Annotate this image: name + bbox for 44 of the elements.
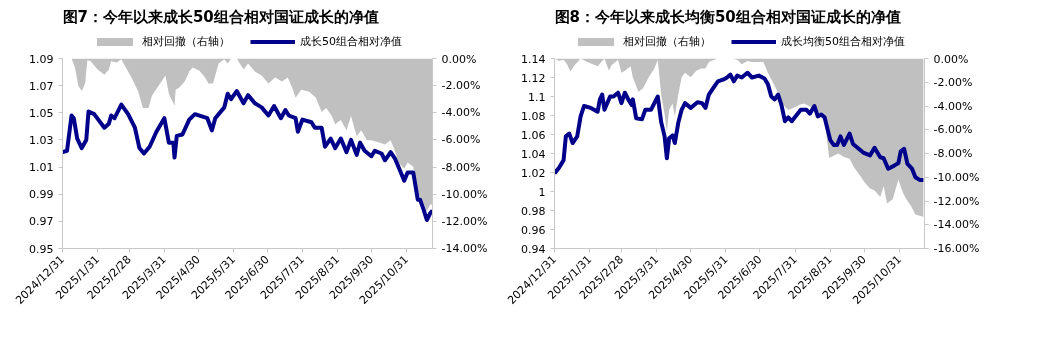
legend-label: 相对回撤（右轴）: [142, 33, 230, 49]
y-tick-label: 0.96: [521, 223, 546, 237]
y2-tick-label: -16.00%: [933, 242, 980, 255]
chart-title: 图8：今年以来成长均衡50组合相对国证成长的净值: [554, 7, 901, 26]
y-tick-label: 0.97: [29, 215, 54, 229]
y-tick-label: 1.09: [29, 52, 54, 66]
y2-tick-label: -6.00%: [441, 133, 481, 147]
y-tick-label: 1.03: [29, 133, 54, 147]
y2-tick-label: -14.00%: [933, 218, 980, 232]
line-series: [62, 89, 433, 222]
y2-tick-label: -12.00%: [441, 214, 488, 228]
y-tick-label: 0.98: [521, 204, 546, 218]
line-series: [554, 70, 925, 183]
y2-tick-label: -6.00%: [933, 123, 973, 137]
y-tick-label: 1: [538, 185, 546, 199]
legend-label: 成长50组合相对净值: [300, 33, 402, 49]
y2-tick-label: -8.00%: [441, 160, 481, 174]
y2-tick-label: -4.00%: [441, 106, 481, 120]
y-tick-label: 1.06: [521, 128, 546, 142]
y2-tick-label: 0.00%: [933, 52, 969, 66]
y-tick-label: 0.95: [29, 242, 54, 256]
y-tick-label: 1.1: [528, 90, 546, 104]
y2-tick-label: -14.00%: [441, 242, 488, 255]
legend-label: 相对回撤（右轴）: [623, 33, 711, 49]
y2-tick-label: -10.00%: [933, 170, 980, 184]
y2-tick-label: -8.00%: [933, 147, 973, 160]
y-tick-label: 1.08: [521, 109, 546, 123]
y-tick-label: 0.99: [29, 188, 54, 202]
y-tick-label: 1.04: [521, 147, 546, 161]
y-tick-label: 1.05: [29, 106, 54, 120]
y2-tick-label: 0.00%: [441, 52, 477, 66]
y2-tick-label: -4.00%: [933, 99, 973, 113]
legend-label: 成长均衡50组合相对净值: [781, 33, 905, 49]
y-tick-label: 1.02: [521, 166, 546, 180]
y2-tick-label: -12.00%: [933, 194, 980, 208]
y-tick-label: 1.12: [521, 71, 546, 85]
y2-tick-label: -10.00%: [441, 187, 488, 201]
y-tick-label: 0.94: [521, 242, 546, 256]
y2-tick-label: -2.00%: [441, 79, 481, 93]
chart-title: 图7：今年以来成长50组合相对国证成长的净值: [62, 7, 379, 26]
y-tick-label: 1.14: [521, 52, 546, 66]
y-tick-label: 1.01: [29, 161, 54, 175]
y2-tick-label: -2.00%: [933, 75, 973, 89]
y-tick-label: 1.07: [29, 79, 54, 93]
